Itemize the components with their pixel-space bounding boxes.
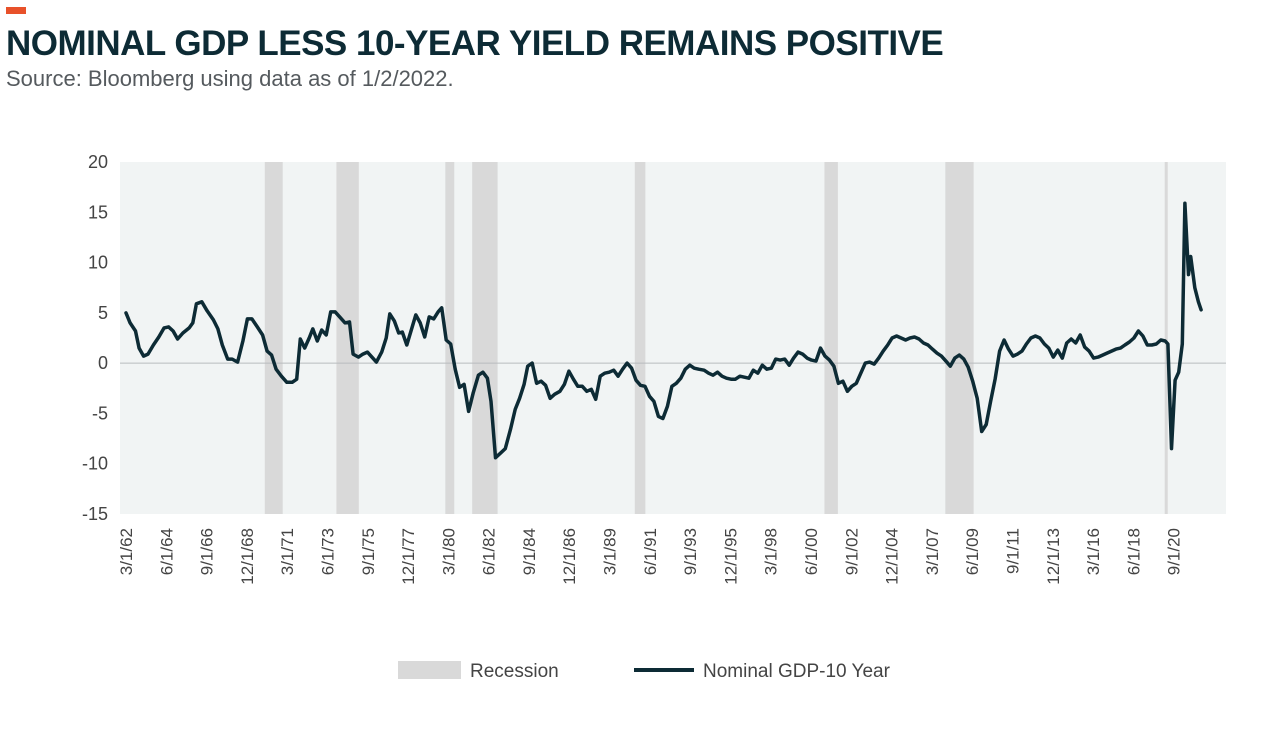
chart-title: NOMINAL GDP LESS 10-YEAR YIELD REMAINS P… — [6, 24, 944, 63]
x-tick-label: 6/1/82 — [480, 528, 499, 575]
x-tick-label: 6/1/73 — [318, 528, 337, 575]
y-tick-label: 0 — [98, 353, 108, 373]
plot-background — [120, 162, 1226, 514]
legend-label-line: Nominal GDP-10 Year — [703, 661, 891, 682]
x-tick-label: 6/1/91 — [641, 528, 660, 575]
x-tick-label: 12/1/77 — [399, 528, 418, 585]
recession-band — [472, 162, 498, 514]
y-tick-label: 5 — [98, 303, 108, 323]
series-line-nominal-gdp-10-year — [124, 201, 1203, 460]
x-tick-label: 9/1/93 — [681, 528, 700, 575]
y-tick-label: 20 — [88, 152, 108, 172]
x-tick-label: 9/1/11 — [1003, 528, 1022, 574]
x-tick-label: 12/1/13 — [1044, 528, 1063, 585]
x-tick-label: 9/1/75 — [359, 528, 378, 575]
x-tick-label: 3/1/71 — [278, 528, 297, 575]
x-tick-label: 6/1/09 — [963, 528, 982, 575]
y-tick-label: 10 — [88, 253, 108, 273]
x-tick-label: 3/1/89 — [601, 528, 620, 575]
x-tick-label: 9/1/84 — [520, 528, 539, 575]
x-tick-label: 3/1/62 — [117, 528, 136, 575]
recession-band — [945, 162, 974, 514]
recession-band — [445, 162, 455, 514]
x-tick-label: 3/1/80 — [439, 528, 458, 575]
x-tick-label: 9/1/02 — [842, 528, 861, 575]
x-tick-label: 3/1/16 — [1084, 528, 1103, 575]
x-tick-label: 9/1/66 — [198, 528, 217, 575]
x-tick-label: 6/1/00 — [802, 528, 821, 575]
recession-band — [634, 162, 646, 514]
accent-bar — [6, 7, 26, 14]
recession-band — [264, 162, 283, 514]
y-tick-label: -15 — [82, 504, 108, 524]
x-tick-label: 12/1/95 — [721, 528, 740, 585]
x-tick-label: 3/1/98 — [762, 528, 781, 575]
recession-band — [1164, 162, 1168, 514]
x-tick-label: 3/1/07 — [923, 528, 942, 575]
x-tick-label: 12/1/86 — [560, 528, 579, 585]
y-tick-label: -10 — [82, 454, 108, 474]
x-tick-label: 6/1/64 — [157, 528, 176, 575]
legend-label-recession: Recession — [470, 661, 559, 682]
x-tick-label: 6/1/18 — [1124, 528, 1143, 575]
x-tick-label: 12/1/68 — [238, 528, 257, 585]
x-tick-label: 12/1/04 — [883, 528, 902, 585]
x-tick-label: 9/1/20 — [1165, 528, 1184, 575]
recession-band — [336, 162, 359, 514]
recession-band — [824, 162, 838, 514]
chart-subtitle: Source: Bloomberg using data as of 1/2/2… — [6, 66, 454, 91]
y-tick-label: 15 — [88, 202, 108, 222]
legend-swatch-recession — [398, 661, 461, 679]
y-tick-label: -5 — [92, 403, 108, 423]
